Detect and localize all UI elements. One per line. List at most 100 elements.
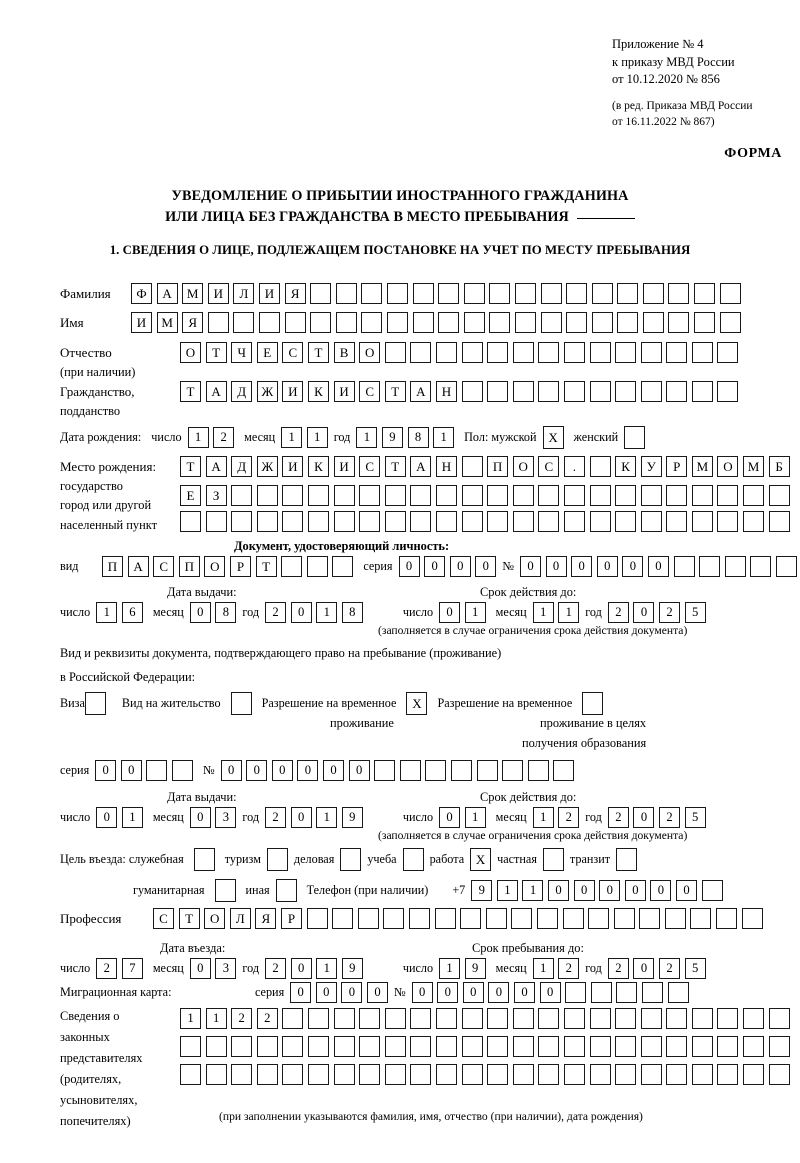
char-cell[interactable]: [361, 312, 383, 333]
char-cell[interactable]: 0: [539, 982, 561, 1003]
char-cell[interactable]: 8: [407, 427, 429, 448]
char-cell[interactable]: [171, 760, 193, 781]
char-cell[interactable]: [282, 485, 304, 506]
char-cell[interactable]: 0: [475, 556, 497, 577]
char-cell[interactable]: 0: [315, 982, 337, 1003]
char-cell[interactable]: О: [359, 342, 381, 363]
char-cell[interactable]: 1: [180, 1008, 201, 1029]
char-cell[interactable]: [512, 1008, 534, 1029]
char-cell[interactable]: [743, 1064, 765, 1085]
char-cell[interactable]: [461, 1036, 483, 1057]
char-cell[interactable]: [719, 312, 741, 333]
char-cell[interactable]: [691, 342, 713, 363]
char-cell[interactable]: [180, 1064, 201, 1085]
char-cell[interactable]: 0: [437, 982, 459, 1003]
char-cell[interactable]: Я: [182, 312, 204, 333]
char-cell[interactable]: 9: [381, 427, 403, 448]
char-cell[interactable]: 0: [366, 982, 388, 1003]
char-cell[interactable]: [307, 1036, 329, 1057]
char-cell[interactable]: 1: [532, 807, 554, 828]
char-cell[interactable]: [461, 342, 483, 363]
char-cell[interactable]: [512, 381, 534, 402]
char-cell[interactable]: [307, 1064, 329, 1085]
char-cell[interactable]: [666, 1008, 688, 1029]
temp-residence-checkbox[interactable]: X: [406, 692, 428, 715]
char-cell[interactable]: Р: [280, 908, 302, 929]
char-cell[interactable]: [717, 1008, 739, 1029]
char-cell[interactable]: [333, 511, 355, 532]
char-cell[interactable]: 0: [271, 760, 293, 781]
char-cell[interactable]: 0: [290, 982, 312, 1003]
char-cell[interactable]: О: [204, 908, 226, 929]
char-cell[interactable]: Р: [666, 456, 688, 477]
char-cell[interactable]: 6: [121, 602, 143, 623]
char-cell[interactable]: 3: [215, 958, 237, 979]
char-cell[interactable]: [487, 1064, 509, 1085]
char-cell[interactable]: Д: [231, 456, 253, 477]
visa-checkbox[interactable]: [84, 692, 106, 715]
legal-rep-cells-3[interactable]: [180, 1064, 790, 1085]
char-cell[interactable]: С: [359, 456, 381, 477]
char-cell[interactable]: [435, 1008, 457, 1029]
purpose-study-checkbox[interactable]: [402, 848, 424, 871]
char-cell[interactable]: [642, 283, 664, 304]
char-cell[interactable]: Т: [205, 342, 227, 363]
char-cell[interactable]: [461, 511, 483, 532]
char-cell[interactable]: [591, 312, 613, 333]
char-cell[interactable]: [489, 312, 511, 333]
char-cell[interactable]: [487, 485, 509, 506]
char-cell[interactable]: [589, 381, 611, 402]
char-cell[interactable]: [412, 312, 434, 333]
char-cell[interactable]: 0: [439, 807, 461, 828]
char-cell[interactable]: [435, 511, 457, 532]
char-cell[interactable]: [514, 312, 536, 333]
char-cell[interactable]: [489, 283, 511, 304]
char-cell[interactable]: М: [691, 456, 713, 477]
char-cell[interactable]: Т: [384, 381, 406, 402]
char-cell[interactable]: 2: [607, 807, 629, 828]
char-cell[interactable]: 0: [341, 982, 363, 1003]
char-cell[interactable]: С: [153, 908, 174, 929]
char-cell[interactable]: [768, 485, 790, 506]
char-cell[interactable]: [538, 1064, 560, 1085]
char-cell[interactable]: 0: [647, 556, 669, 577]
char-cell[interactable]: И: [258, 283, 280, 304]
char-cell[interactable]: 1: [205, 1008, 227, 1029]
char-cell[interactable]: [256, 1036, 278, 1057]
char-cell[interactable]: [461, 1008, 483, 1029]
char-cell[interactable]: Я: [255, 908, 277, 929]
char-cell[interactable]: [701, 880, 723, 901]
char-cell[interactable]: Т: [384, 456, 406, 477]
char-cell[interactable]: [231, 511, 253, 532]
char-cell[interactable]: Я: [284, 283, 306, 304]
char-cell[interactable]: [691, 1008, 713, 1029]
char-cell[interactable]: [384, 1036, 406, 1057]
char-cell[interactable]: [461, 1064, 483, 1085]
char-cell[interactable]: И: [282, 381, 304, 402]
char-cell[interactable]: 0: [599, 880, 621, 901]
char-cell[interactable]: [384, 1008, 406, 1029]
char-cell[interactable]: [231, 1036, 253, 1057]
char-cell[interactable]: [589, 1008, 611, 1029]
char-cell[interactable]: 0: [633, 602, 655, 623]
char-cell[interactable]: И: [333, 381, 355, 402]
char-cell[interactable]: [233, 312, 255, 333]
char-cell[interactable]: [284, 312, 306, 333]
char-cell[interactable]: 0: [424, 556, 446, 577]
char-cell[interactable]: [460, 908, 482, 929]
char-cell[interactable]: [333, 1064, 355, 1085]
char-cell[interactable]: [205, 511, 227, 532]
char-cell[interactable]: [691, 1036, 713, 1057]
char-cell[interactable]: [258, 312, 280, 333]
char-cell[interactable]: 7: [121, 958, 143, 979]
purpose-private-checkbox[interactable]: [542, 848, 564, 871]
char-cell[interactable]: [512, 1064, 534, 1085]
char-cell[interactable]: 1: [121, 807, 143, 828]
char-cell[interactable]: [590, 982, 612, 1003]
